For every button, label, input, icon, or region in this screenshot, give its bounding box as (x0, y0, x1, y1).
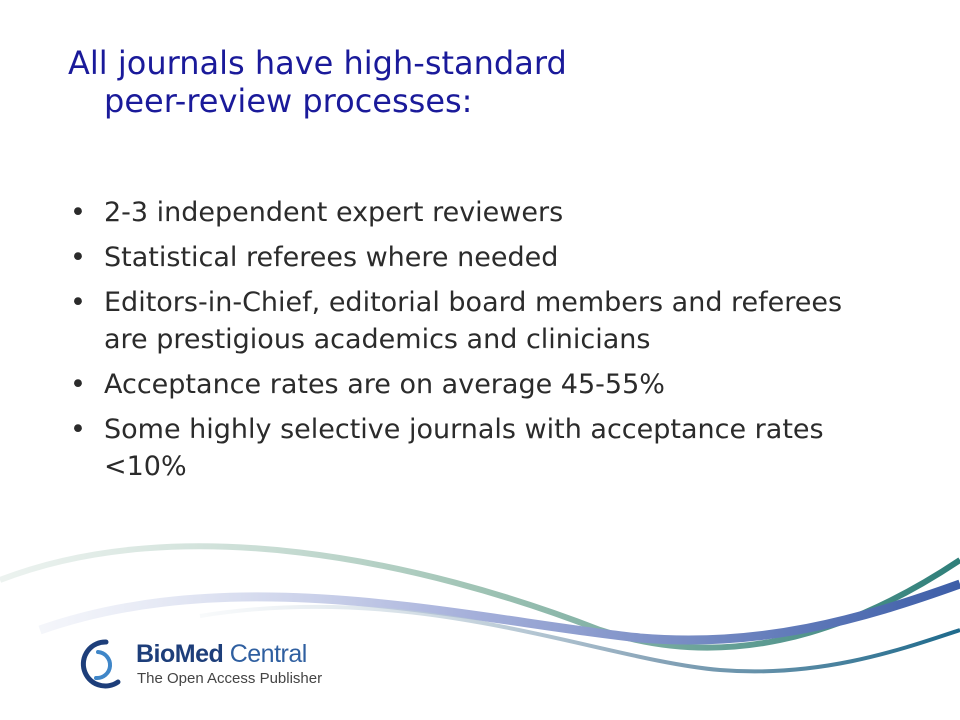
slide-title-line2: peer-review processes: (104, 82, 473, 120)
bullet-item: • 2-3 independent expert reviewers (68, 194, 888, 231)
bullet-item: • Some highly selective journals with ac… (68, 411, 888, 485)
publisher-logo: BioMed Central The Open Access Publisher (76, 636, 346, 692)
brand-tagline: The Open Access Publisher (137, 670, 323, 687)
bullet-dot: • (70, 242, 86, 273)
brand-name-bold: BioMed (136, 640, 224, 668)
bullet-text: Some highly selective journals with acce… (104, 414, 824, 482)
brand-name: BioMed Central (136, 640, 307, 668)
bullet-item: • Editors-in-Chief, editorial board memb… (68, 284, 888, 358)
bullet-text: 2-3 independent expert reviewers (104, 197, 564, 228)
slide-title: All journals have high-standard peer-rev… (68, 44, 828, 120)
bullet-text: Editors-in-Chief, editorial board member… (104, 287, 843, 355)
slide-title-line1: All journals have high-standard (68, 44, 567, 82)
bullet-item: • Acceptance rates are on average 45-55% (68, 366, 888, 403)
swoosh-decoration-icon (0, 543, 960, 674)
bullet-dot: • (70, 287, 86, 318)
brand-name-regular: Central (223, 640, 308, 668)
bullet-dot: • (70, 414, 86, 445)
bullet-text: Acceptance rates are on average 45-55% (104, 369, 665, 400)
bullet-dot: • (70, 369, 86, 400)
bullet-item: • Statistical referees where needed (68, 239, 888, 276)
bullet-dot: • (70, 197, 86, 228)
bullet-text: Statistical referees where needed (104, 242, 559, 273)
bullet-list: • 2-3 independent expert reviewers • Sta… (68, 194, 888, 493)
biomed-central-logo-icon (80, 639, 121, 689)
